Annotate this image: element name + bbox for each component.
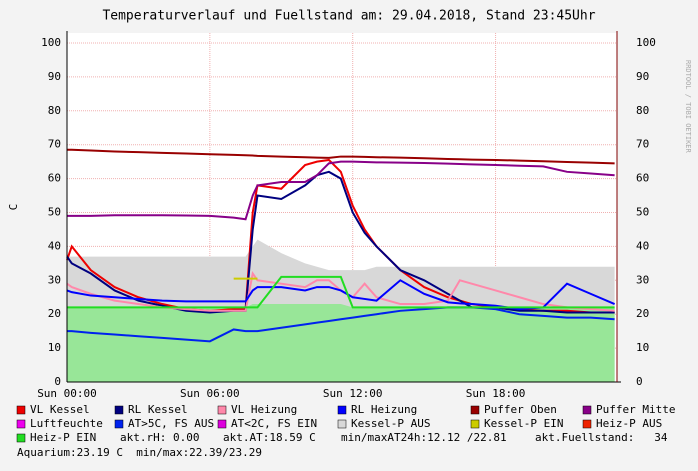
legend-label: Heiz-P AUS	[596, 417, 662, 430]
y-tick-label: 50	[48, 206, 61, 219]
info-text: akt.Fuellstand: 34	[535, 431, 668, 444]
y-tick-label-right: 10	[636, 341, 649, 354]
y-tick-label-right: 90	[636, 70, 649, 83]
line	[67, 148, 615, 165]
x-tick-label: Sun 18:00	[466, 387, 526, 400]
legend-label: VL Heizung	[231, 403, 297, 416]
y-tick-label: 20	[48, 307, 61, 320]
legend-swatch	[16, 419, 26, 429]
info-text: min/maxAT24h:12.12 /22.81	[341, 431, 507, 444]
legend-label: Puffer Mitte	[596, 403, 675, 416]
area	[67, 304, 615, 382]
legend-label: AT>5C, FS AUS	[128, 417, 214, 430]
line	[67, 275, 615, 309]
y-tick-label: 70	[48, 138, 61, 151]
legend-swatch	[470, 405, 480, 415]
y-tick-label: 0	[54, 375, 61, 388]
y-tick-label: 100	[41, 36, 61, 49]
legend-swatch	[582, 419, 592, 429]
legend-label: RL Heizung	[351, 403, 417, 416]
legend-swatch	[114, 419, 124, 429]
y-tick-label: 30	[48, 273, 61, 286]
legend-label: Luftfeuchte	[30, 417, 103, 430]
legend-swatch	[337, 405, 347, 415]
legend-swatch	[582, 405, 592, 415]
y-tick-label-right: 20	[636, 307, 649, 320]
y-tick-label-right: 40	[636, 239, 649, 252]
y-tick-label-right: 100	[636, 36, 656, 49]
footer: Aquarium:23.19 C min/max:22.39/23.29	[17, 446, 262, 459]
x-tick-label: Sun 12:00	[323, 387, 383, 400]
line	[67, 306, 615, 343]
y-axis-label: C	[7, 204, 20, 211]
y-tick-label-right: 0	[636, 375, 643, 388]
x-tick-label: Sun 06:00	[180, 387, 240, 400]
y-tick-label-right: 80	[636, 104, 649, 117]
legend-swatch	[217, 405, 227, 415]
legend-swatch	[217, 419, 227, 429]
y-tick-label: 80	[48, 104, 61, 117]
legend-label: Heiz-P EIN	[30, 431, 96, 444]
y-tick-label-right: 30	[636, 273, 649, 286]
y-tick-label: 10	[48, 341, 61, 354]
line	[66, 279, 616, 311]
y-tick-label-right: 50	[636, 206, 649, 219]
y-tick-label: 40	[48, 239, 61, 252]
legend-swatch	[114, 405, 124, 415]
legend-swatch	[470, 419, 480, 429]
x-tick-label: Sun 00:00	[37, 387, 97, 400]
legend-label: RL Kessel	[128, 403, 188, 416]
y-tick-label-right: 70	[636, 138, 649, 151]
legend-swatch	[16, 433, 26, 443]
side-label: RRDTOOL / TOBI OETIKER	[684, 60, 692, 154]
y-tick-label-right: 60	[636, 172, 649, 185]
legend-label: AT<2C, FS EIN	[231, 417, 317, 430]
legend-label: Kessel-P EIN	[484, 417, 563, 430]
y-tick-label: 60	[48, 172, 61, 185]
legend-label: VL Kessel	[30, 403, 90, 416]
info-text: akt.AT:18.59 C	[223, 431, 316, 444]
y-tick-label: 90	[48, 70, 61, 83]
info-text: akt.rH: 0.00	[120, 431, 199, 444]
legend-swatch	[337, 419, 347, 429]
legend-label: Kessel-P AUS	[351, 417, 430, 430]
legend-swatch	[16, 405, 26, 415]
chart-title: Temperaturverlauf und Fuellstand am: 29.…	[102, 9, 595, 24]
legend-label: Puffer Oben	[484, 403, 557, 416]
line	[67, 160, 615, 221]
